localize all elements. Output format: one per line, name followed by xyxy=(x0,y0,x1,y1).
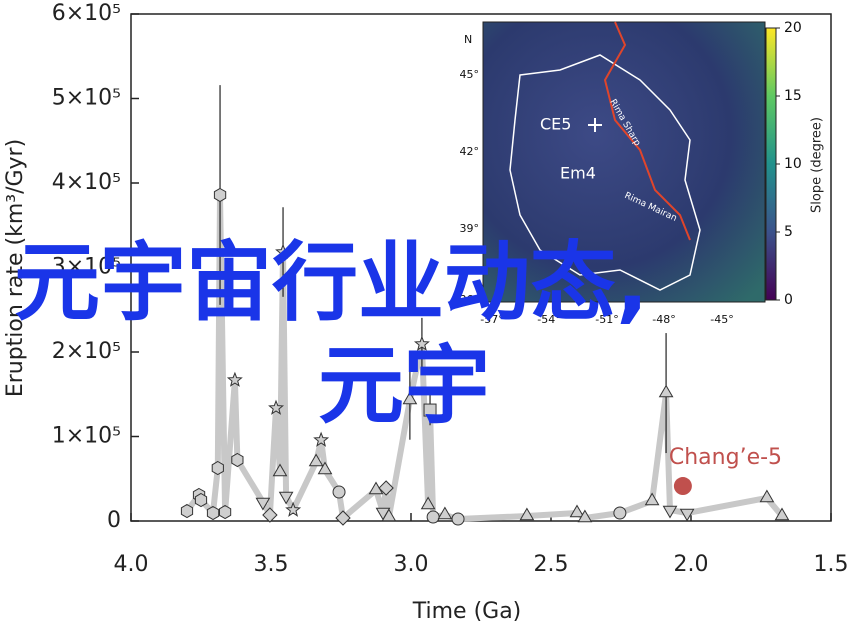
marker xyxy=(308,453,324,467)
overlay-text: 元宇 xyxy=(318,336,490,436)
map-lat-label: 39° xyxy=(460,222,480,235)
y-tick-label: 0 xyxy=(107,508,121,533)
marker xyxy=(402,391,418,405)
marker xyxy=(275,243,292,259)
x-tick-label: 1.5 xyxy=(814,552,849,577)
colorbar-tick-label: 20 xyxy=(784,20,802,36)
marker xyxy=(211,460,224,476)
marker xyxy=(774,507,790,521)
highlight-marker xyxy=(673,477,692,496)
map-lon-label: -54° xyxy=(537,313,560,326)
colorbar-tick-label: 10 xyxy=(784,156,802,172)
x-axis-title: Time (Ga) xyxy=(412,599,522,624)
map-lon-label: -51° xyxy=(595,313,618,326)
marker xyxy=(317,461,333,475)
map-lon-label: -57° xyxy=(480,313,503,326)
colorbar-tick-label: 15 xyxy=(784,88,802,104)
map-lat-label: 45° xyxy=(460,68,480,81)
y-tick-label: 6×10⁵ xyxy=(52,1,121,26)
marker xyxy=(381,508,397,522)
marker xyxy=(644,492,660,506)
marker xyxy=(213,187,227,203)
mare-outline xyxy=(509,54,701,291)
inset-map: N45°42°39°36°-57° -54° -51° -48° -45°CE5Em4R… xyxy=(460,20,825,326)
map-lat-label: 42° xyxy=(460,145,480,158)
overlay-text: 元宇宙行业动态, xyxy=(14,233,649,333)
marker xyxy=(451,512,465,526)
marker xyxy=(332,485,346,499)
x-tick-label: 2.0 xyxy=(674,552,709,577)
map-label: Em4 xyxy=(560,164,596,183)
marker xyxy=(420,496,436,510)
map-north: N xyxy=(464,33,472,46)
marker xyxy=(658,384,674,398)
marker xyxy=(335,510,351,526)
colorbar xyxy=(765,27,777,301)
marker xyxy=(423,403,437,417)
marker xyxy=(519,507,535,521)
marker xyxy=(219,504,232,520)
y-tick-label: 3×10⁵ xyxy=(52,255,121,280)
marker xyxy=(577,509,593,523)
marker xyxy=(272,463,288,477)
marker xyxy=(613,506,627,520)
y-tick-label: 5×10⁵ xyxy=(52,86,121,111)
marker xyxy=(426,510,440,524)
y-tick-label: 1×10⁵ xyxy=(52,424,121,449)
map-label: CE5 xyxy=(540,115,571,134)
landing-site xyxy=(588,118,602,132)
x-tick-label: 3.5 xyxy=(254,552,289,577)
marker xyxy=(759,489,775,503)
map-lon-label: -45° xyxy=(710,313,733,326)
marker xyxy=(231,452,244,468)
marker xyxy=(378,480,394,496)
x-tick-label: 3.0 xyxy=(394,552,429,577)
marker xyxy=(180,503,194,519)
marker xyxy=(206,505,220,521)
marker xyxy=(255,497,271,511)
marker xyxy=(569,504,585,518)
marker xyxy=(278,491,294,505)
colorbar-tick-label: 5 xyxy=(784,224,793,240)
marker xyxy=(313,431,330,447)
marker xyxy=(437,506,453,520)
y-axis-title: Eruption rate (km³/Gyr) xyxy=(3,139,28,397)
map-lat-label: 36° xyxy=(460,293,480,306)
trend-line xyxy=(184,192,785,522)
rille-line xyxy=(603,21,691,241)
marker xyxy=(285,501,302,517)
marker xyxy=(679,508,695,522)
marker xyxy=(662,505,678,519)
y-tick-label: 2×10⁵ xyxy=(52,339,121,364)
colorbar-label: Slope (degree) xyxy=(810,117,825,213)
marker xyxy=(194,492,208,508)
x-tick-label: 2.5 xyxy=(534,552,569,577)
x-tick-label: 4.0 xyxy=(114,552,149,577)
marker xyxy=(262,507,278,523)
colorbar-tick-label: 0 xyxy=(784,292,793,308)
highlight-label: Chang’e-5 xyxy=(669,445,782,470)
map-lon-label: -48° xyxy=(652,313,675,326)
marker xyxy=(413,335,430,351)
map-image xyxy=(482,21,766,303)
marker xyxy=(268,399,285,415)
marker xyxy=(226,371,243,387)
y-tick-label: 4×10⁵ xyxy=(52,170,121,195)
